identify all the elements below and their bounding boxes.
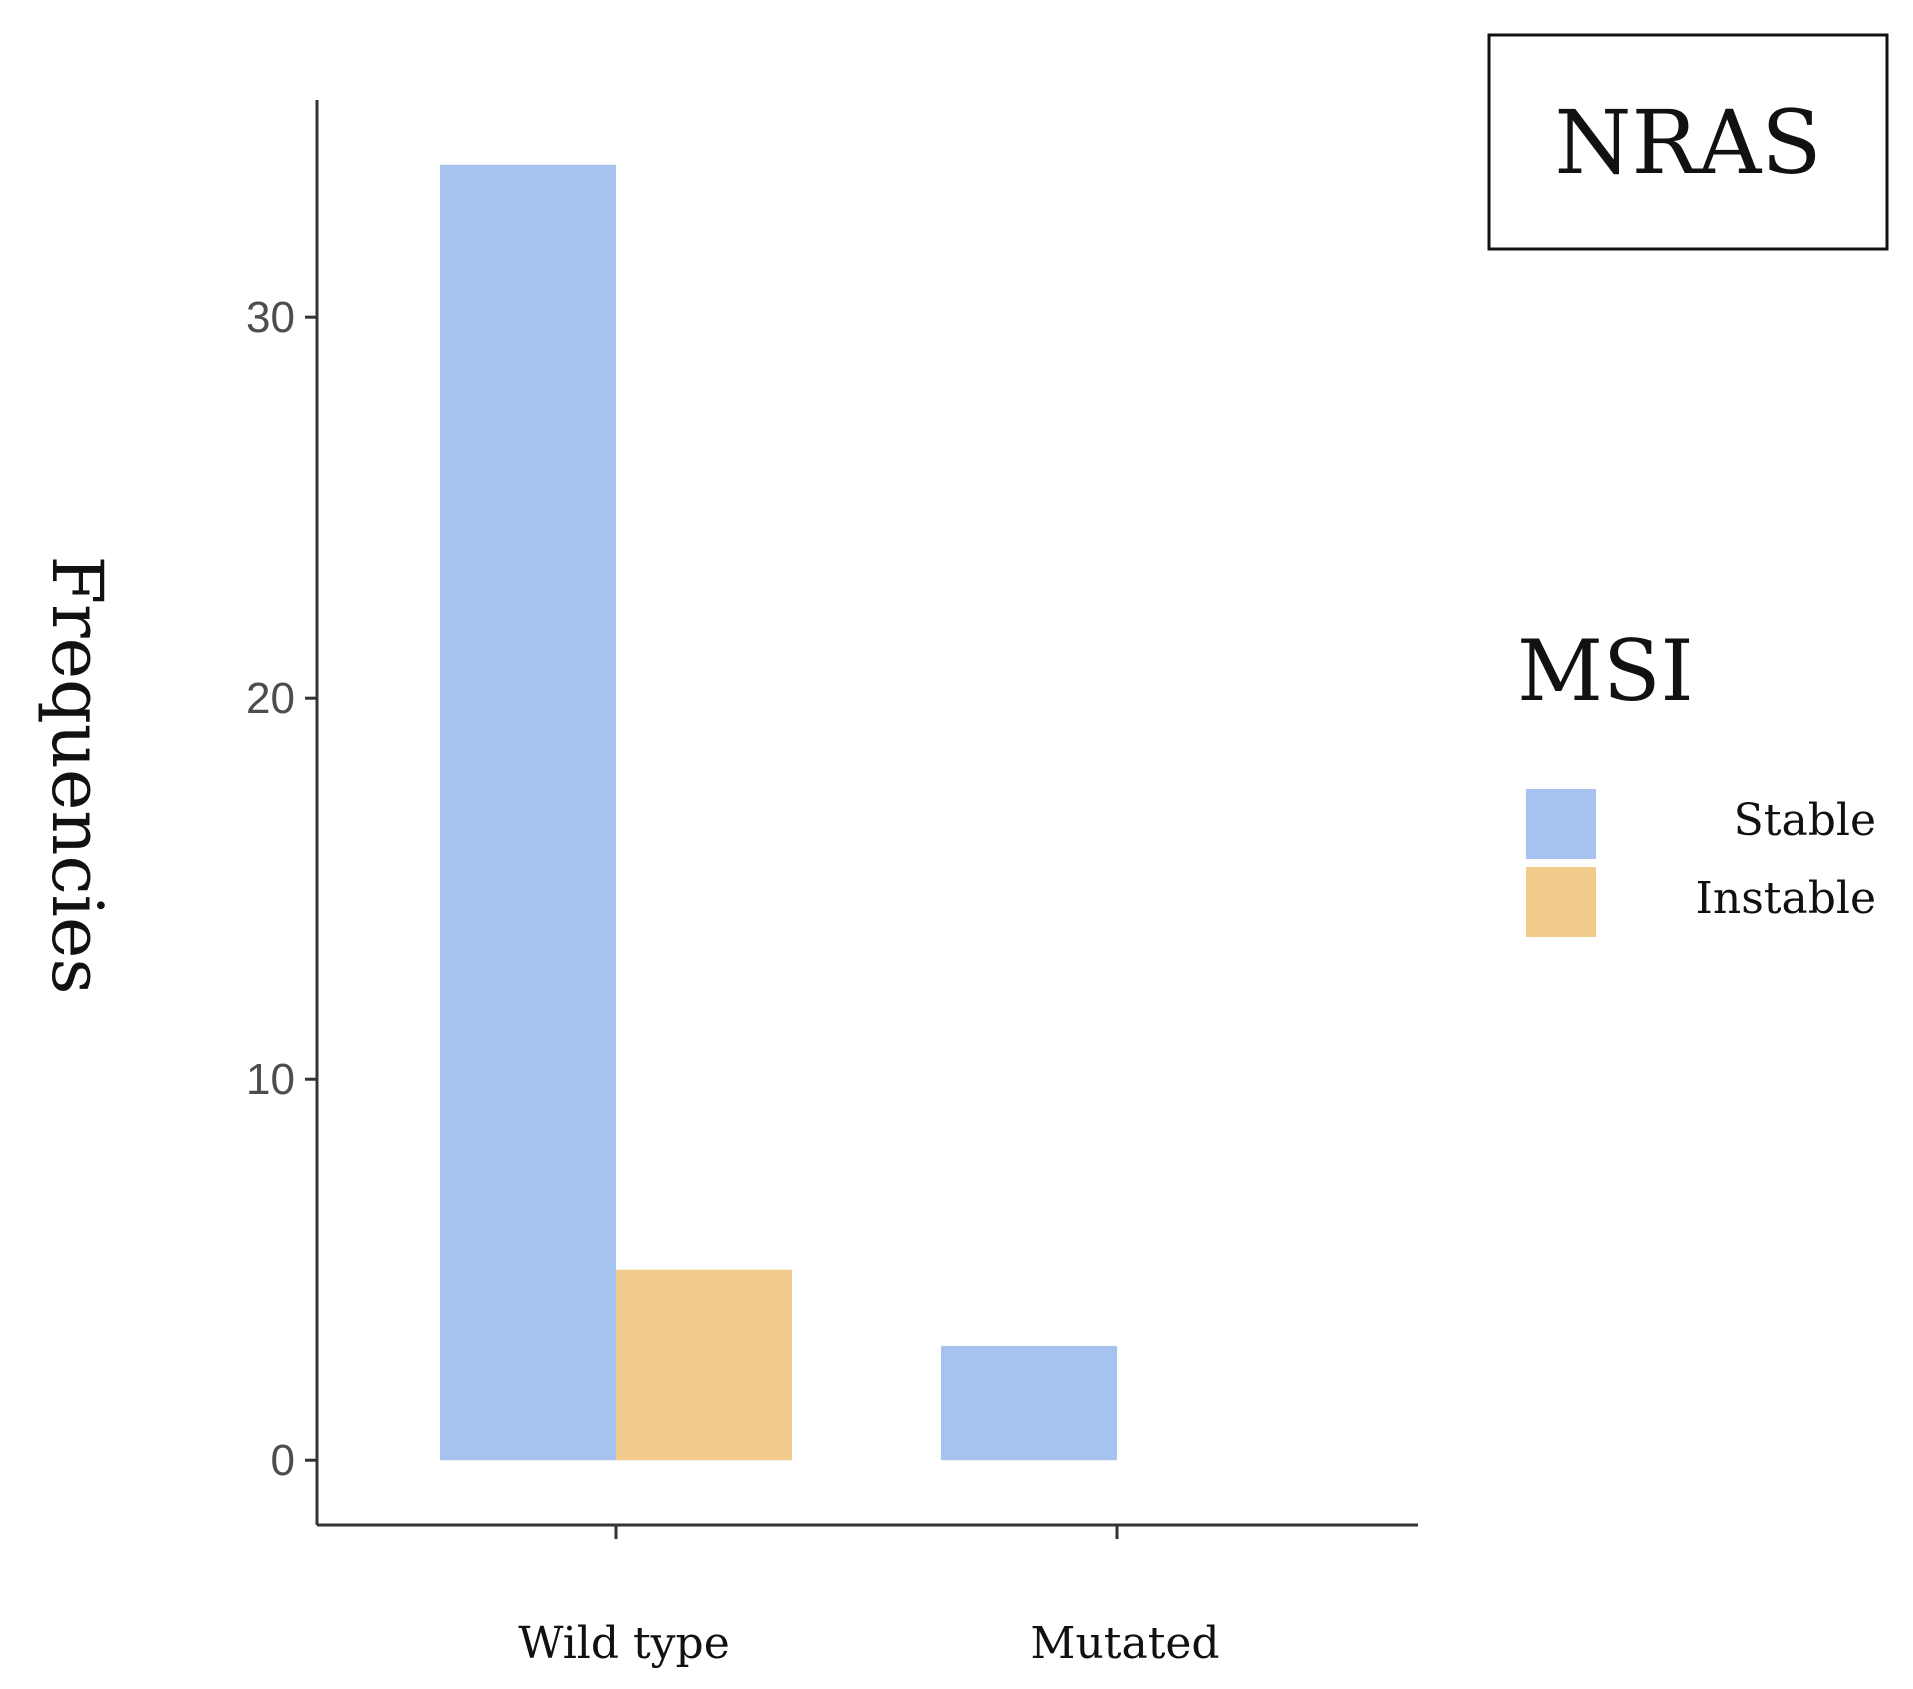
x-ticks-group: Wild type Mutated — [518, 1525, 1220, 1669]
legend-title: MSI — [1517, 622, 1694, 720]
axes-group — [315, 100, 1418, 1527]
legend: MSI Stable Instable — [1517, 622, 1876, 937]
x-tick-label: Wild type — [518, 1618, 730, 1669]
bars-group — [440, 164, 1117, 1461]
x-tick-label: Mutated — [1030, 1618, 1219, 1669]
bar-wild-type-stable — [440, 164, 616, 1461]
title-frame — [1487, 33, 1889, 251]
legend-key-instable — [1526, 867, 1596, 937]
chart-title-box: NRAS — [1487, 33, 1889, 251]
legend-label-stable: Stable — [1734, 795, 1876, 846]
y-tick-label: 20 — [246, 674, 295, 723]
y-axis-title: Frequencies — [36, 556, 118, 995]
bar-wild-type-instable — [616, 1269, 792, 1461]
y-tick-label: 30 — [246, 293, 295, 342]
y-ticks-group: 0 10 20 30 — [246, 293, 317, 1485]
legend-label-instable: Instable — [1696, 873, 1877, 924]
bar-mutated-stable — [941, 1345, 1117, 1461]
y-tick-label: 10 — [246, 1055, 295, 1104]
legend-key-stable — [1526, 789, 1596, 859]
chart-title: NRAS — [1554, 91, 1821, 194]
y-tick-label: 0 — [271, 1436, 295, 1485]
